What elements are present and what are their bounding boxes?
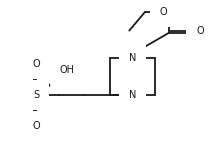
Text: OH: OH: [59, 65, 74, 75]
Text: O: O: [160, 7, 167, 17]
Text: N: N: [129, 53, 136, 63]
Text: N: N: [129, 90, 136, 100]
Text: O: O: [196, 26, 204, 36]
Text: O: O: [33, 121, 40, 131]
Text: S: S: [33, 90, 40, 100]
Text: O: O: [33, 59, 40, 69]
